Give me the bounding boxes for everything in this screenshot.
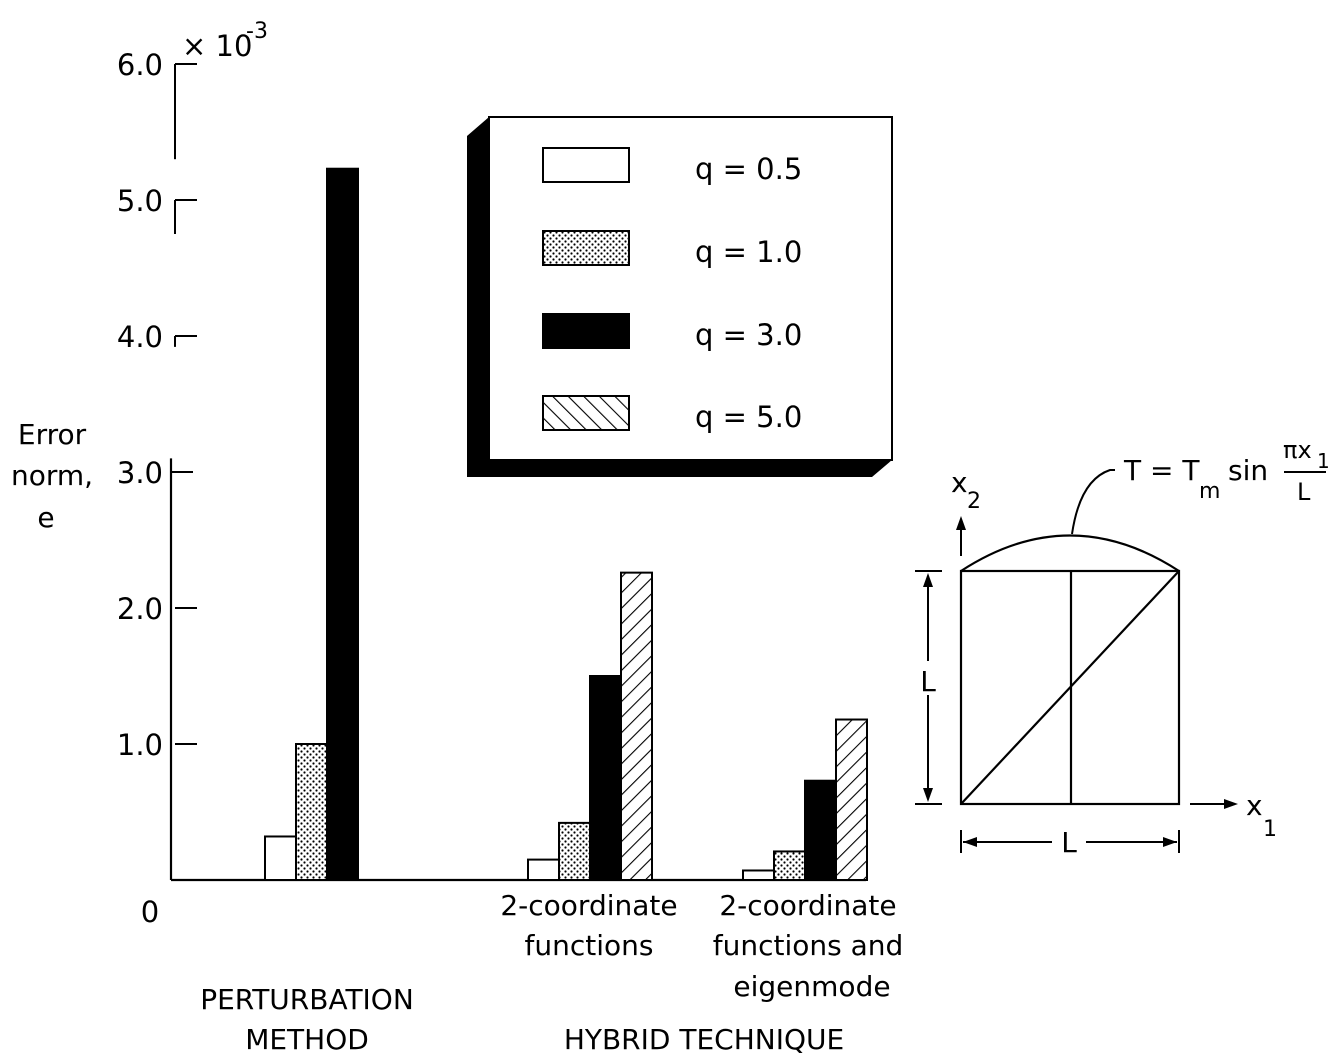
y-axis-multiplier: × 10 -3 bbox=[182, 19, 268, 63]
bar-perturbation-white bbox=[264, 835, 297, 881]
category-label-perturbation-line-2: METHOD bbox=[245, 1023, 369, 1056]
bottom-dimension-arrow-left bbox=[963, 837, 977, 847]
plate-diagonal bbox=[960, 570, 1180, 805]
bars bbox=[264, 167, 868, 882]
legend-swatch-white bbox=[542, 147, 630, 183]
bar-hybrid-2coord-eig-black bbox=[804, 779, 837, 881]
group-label-2coord-eig-line-1: 2-coordinate bbox=[719, 889, 896, 922]
equation-frac-numerator-subscript: 1 bbox=[1317, 449, 1330, 473]
equation-lhs: T = T bbox=[1123, 454, 1200, 487]
side-dimension-arrow-bottom bbox=[923, 788, 933, 802]
legend-items: q = 0.5 q = 1.0 q = 3.0 q = 5.0 bbox=[542, 147, 802, 434]
legend: q = 0.5 q = 1.0 q = 3.0 q = 5.0 bbox=[467, 116, 893, 477]
y-tick-label: 4.0 bbox=[117, 320, 163, 354]
legend-swatch-hatched bbox=[542, 395, 630, 431]
bar-hybrid-2coord-eig-hatched bbox=[835, 718, 868, 882]
y-tick-label: 0 bbox=[141, 895, 159, 929]
y-axis-multiplier-base: × 10 bbox=[182, 29, 252, 63]
x2-arrowhead bbox=[956, 516, 966, 530]
equation-subscript: m bbox=[1199, 479, 1220, 504]
group-label-2coord-line-2: functions bbox=[525, 929, 654, 962]
group-label-2coord-eig-line-3: eigenmode bbox=[733, 970, 890, 1003]
axes: 0 1.0 2.0 3.0 4.0 5.0 6.0 bbox=[117, 48, 866, 929]
y-tick-label: 1.0 bbox=[117, 728, 163, 762]
bar-hybrid-2coord-hatched bbox=[620, 571, 653, 881]
bottom-dimension-arrow-right bbox=[1163, 837, 1177, 847]
y-axis-label: Error norm, e bbox=[11, 418, 93, 534]
bar-hybrid-2coord-eig-dotted bbox=[773, 850, 806, 882]
bar-hybrid-2coord-dotted bbox=[558, 821, 591, 882]
legend-label: q = 0.5 bbox=[695, 152, 802, 186]
equation-sin: sin bbox=[1228, 454, 1268, 487]
legend-swatch-dotted bbox=[542, 230, 630, 266]
legend-swatch-black bbox=[542, 313, 630, 349]
x1-axis-label: x bbox=[1246, 789, 1263, 822]
y-axis-label-line-3: e bbox=[37, 501, 54, 534]
x1-axis-subscript: 1 bbox=[1263, 817, 1277, 842]
group-label-2coord-line-1: 2-coordinate bbox=[500, 889, 677, 922]
equation-leader bbox=[1071, 469, 1115, 535]
bottom-dimension-label: L bbox=[1061, 826, 1077, 859]
side-dimension-arrow-top bbox=[923, 573, 933, 587]
y-axis-label-line-2: norm, bbox=[11, 459, 93, 492]
bar-perturbation-black bbox=[326, 167, 359, 882]
temperature-profile-curve bbox=[960, 534, 1180, 572]
legend-label: q = 1.0 bbox=[695, 235, 802, 269]
y-axis-label-line-1: Error bbox=[18, 418, 87, 451]
group-label-2coord-eig-line-2: functions and bbox=[713, 929, 904, 962]
bar-perturbation-dotted bbox=[295, 743, 328, 881]
y-tick-label: 3.0 bbox=[117, 456, 163, 490]
x1-arrowhead bbox=[1224, 799, 1238, 809]
bar-hybrid-2coord-black bbox=[589, 675, 622, 881]
y-axis-multiplier-exponent: -3 bbox=[246, 19, 268, 44]
y-tick-label: 2.0 bbox=[117, 592, 163, 626]
bar-hybrid-2coord-white bbox=[527, 858, 560, 881]
x2-axis-subscript: 2 bbox=[967, 489, 981, 514]
group-labels: 2-coordinate functions 2-coordinate func… bbox=[200, 889, 903, 1056]
legend-label: q = 5.0 bbox=[695, 400, 802, 434]
equation-frac-denominator: L bbox=[1297, 478, 1311, 506]
legend-shadow-left bbox=[467, 117, 489, 460]
equation-frac-numerator: πx bbox=[1283, 436, 1312, 464]
category-label-perturbation-line-1: PERTURBATION bbox=[200, 983, 414, 1016]
plate-diagram: L L x 2 x 1 T = T m sin πx 1 L bbox=[915, 436, 1330, 859]
y-tick-label: 6.0 bbox=[117, 48, 163, 82]
y-tick-label: 5.0 bbox=[117, 184, 163, 218]
bar-hybrid-2coord-eig-white bbox=[742, 869, 775, 881]
side-dimension-label: L bbox=[920, 665, 936, 698]
category-label-hybrid: HYBRID TECHNIQUE bbox=[564, 1023, 844, 1056]
legend-label: q = 3.0 bbox=[695, 318, 802, 352]
x2-axis-label: x bbox=[951, 466, 968, 499]
